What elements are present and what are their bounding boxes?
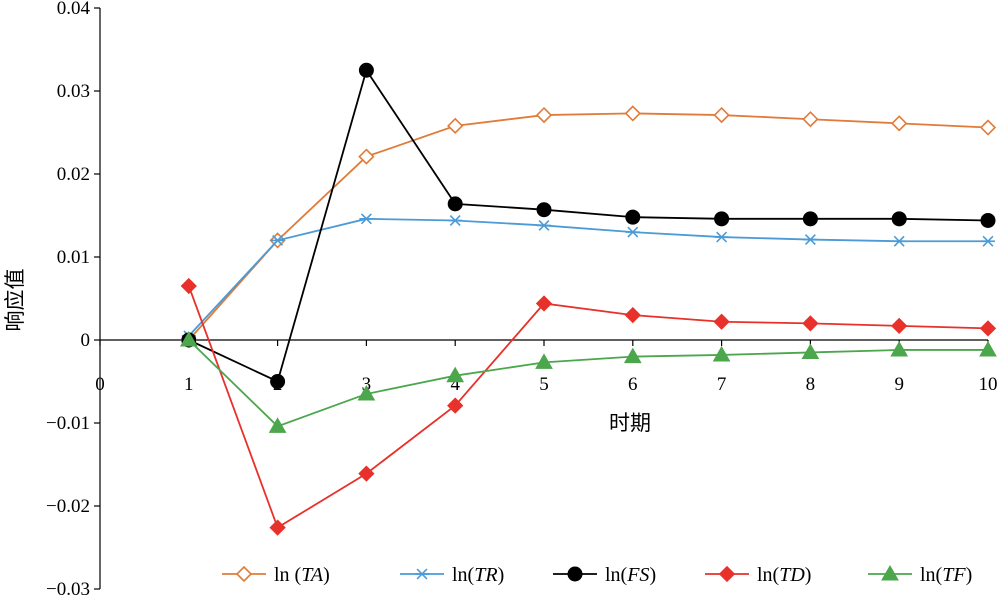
x-tick-label: 3 bbox=[362, 374, 372, 395]
y-tick-label: 0.03 bbox=[57, 81, 90, 102]
data-point bbox=[891, 115, 908, 132]
data-point bbox=[624, 105, 641, 122]
y-tick-label: 0.04 bbox=[57, 0, 91, 19]
data-point bbox=[537, 219, 551, 231]
data-point bbox=[712, 345, 731, 362]
legend-label: ln(TR) bbox=[452, 564, 504, 586]
data-point bbox=[536, 202, 552, 218]
data-point bbox=[891, 317, 908, 335]
x-tick-label: 4 bbox=[450, 374, 460, 395]
data-point bbox=[802, 315, 819, 332]
series-layer bbox=[179, 62, 997, 536]
x-axis-title: 时期 bbox=[609, 411, 651, 435]
data-point bbox=[357, 384, 376, 401]
data-point bbox=[714, 231, 729, 243]
y-tick-label: 0.02 bbox=[57, 164, 90, 185]
y-axis: −0.03 −0.02 −0.01 0 0.01 0.02 0.03 0.04 bbox=[46, 0, 101, 598]
data-point bbox=[270, 234, 285, 246]
data-point bbox=[802, 111, 819, 128]
legend-marker bbox=[235, 565, 253, 583]
series-line bbox=[188, 68, 989, 383]
series-ta bbox=[180, 105, 997, 349]
data-point bbox=[269, 519, 286, 536]
y-tick-label: −0.03 bbox=[46, 579, 90, 598]
data-point bbox=[447, 117, 464, 134]
series-line bbox=[188, 112, 989, 341]
legend-marker bbox=[718, 565, 736, 583]
y-tick-label: −0.01 bbox=[46, 413, 90, 434]
legend-item: ln(TD) bbox=[705, 564, 811, 586]
x-tick-label: 5 bbox=[539, 374, 549, 395]
data-point bbox=[979, 340, 997, 357]
x-tick-label: 9 bbox=[894, 374, 904, 395]
legend-label: ln (TA) bbox=[274, 564, 330, 586]
series-tf bbox=[179, 330, 997, 433]
legend-label: ln(TD) bbox=[757, 564, 811, 586]
data-point bbox=[268, 417, 287, 433]
data-point bbox=[447, 397, 464, 414]
data-point bbox=[979, 119, 997, 136]
data-point bbox=[891, 211, 907, 227]
x-tick-label: 10 bbox=[979, 374, 998, 395]
data-point bbox=[179, 330, 198, 347]
data-point bbox=[446, 366, 465, 383]
series-tr bbox=[181, 213, 995, 342]
y-axis-title: 响应值 bbox=[3, 269, 27, 332]
legend-marker bbox=[567, 566, 583, 582]
data-point bbox=[358, 465, 375, 482]
data-point bbox=[981, 235, 995, 247]
x-tick-label: 1 bbox=[184, 374, 194, 395]
series-line bbox=[187, 285, 989, 529]
data-point bbox=[801, 343, 820, 359]
data-point bbox=[713, 106, 730, 124]
data-point bbox=[447, 196, 463, 212]
legend-item: ln (TA) bbox=[222, 564, 330, 586]
legend-marker bbox=[881, 564, 899, 581]
data-point bbox=[713, 313, 730, 330]
x-tick-label: 6 bbox=[628, 374, 638, 395]
data-point bbox=[890, 340, 909, 357]
data-point bbox=[624, 306, 641, 324]
data-point bbox=[625, 226, 640, 238]
legend-item: ln(TR) bbox=[400, 564, 504, 586]
y-tick-label: 0.01 bbox=[57, 247, 90, 268]
data-point bbox=[448, 215, 463, 226]
series-td bbox=[180, 277, 997, 536]
series-fs bbox=[181, 62, 996, 389]
data-point bbox=[980, 212, 996, 228]
data-point bbox=[270, 374, 286, 389]
series-line bbox=[188, 217, 988, 337]
data-point bbox=[979, 320, 997, 337]
data-point bbox=[180, 277, 197, 295]
x-tick-label: 8 bbox=[806, 374, 816, 395]
data-point bbox=[535, 106, 553, 124]
data-point bbox=[802, 211, 818, 227]
data-point bbox=[358, 148, 375, 165]
data-point bbox=[535, 353, 553, 369]
data-point bbox=[625, 209, 641, 225]
legend: ln (TA) ln(TR) ln(FS) ln(TD) ln(TF) bbox=[222, 564, 972, 586]
x-tick-label: 0 bbox=[95, 374, 105, 395]
legend-item: ln(TF) bbox=[868, 564, 972, 586]
data-point bbox=[623, 347, 642, 364]
y-tick-label: −0.02 bbox=[46, 496, 90, 517]
legend-label: ln(FS) bbox=[605, 564, 656, 586]
data-point bbox=[803, 234, 818, 246]
data-point bbox=[359, 213, 374, 225]
series-line bbox=[188, 339, 988, 428]
x-tick-label: 7 bbox=[717, 374, 727, 395]
legend-label: ln(TF) bbox=[920, 564, 972, 586]
data-point bbox=[714, 211, 730, 227]
data-point bbox=[535, 295, 553, 312]
data-point bbox=[892, 235, 907, 247]
data-point bbox=[358, 62, 374, 78]
legend-marker bbox=[415, 568, 429, 580]
y-tick-label: 0 bbox=[81, 330, 91, 351]
legend-item: ln(FS) bbox=[553, 564, 656, 586]
